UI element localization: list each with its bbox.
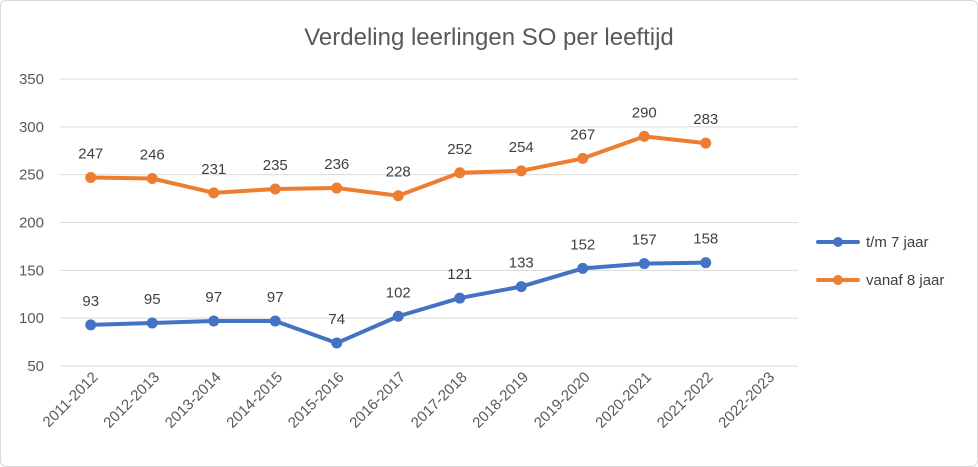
- data-label: 228: [386, 164, 411, 181]
- data-label: 267: [570, 126, 595, 143]
- data-point: [208, 315, 220, 327]
- data-point: [269, 315, 281, 327]
- legend: t/m 7 jaar vanaf 8 jaar: [816, 234, 944, 289]
- data-point: [331, 337, 343, 349]
- x-tick-label: 2017-2018: [408, 369, 471, 432]
- y-tick-label: 150: [19, 262, 44, 279]
- data-label: 133: [509, 255, 534, 272]
- data-label: 247: [78, 146, 103, 163]
- y-tick-label: 250: [19, 167, 44, 184]
- legend-label: t/m 7 jaar: [866, 234, 929, 251]
- series-line: [88, 260, 708, 346]
- data-point: [577, 152, 589, 164]
- data-point: [392, 190, 404, 202]
- chart-title: Verdeling leerlingen SO per leeftijd: [304, 24, 674, 51]
- x-tick-label: 2013-2014: [162, 369, 225, 432]
- data-label: 97: [267, 289, 284, 306]
- data-label: 290: [632, 104, 657, 121]
- data-point: [454, 167, 466, 179]
- data-label: 97: [205, 289, 222, 306]
- data-label: 231: [201, 161, 226, 178]
- data-point: [700, 137, 712, 149]
- data-point: [85, 319, 97, 331]
- x-tick-label: 2020-2021: [592, 369, 655, 432]
- data-label: 93: [82, 293, 99, 310]
- data-point: [700, 257, 712, 269]
- data-label: 158: [693, 231, 718, 248]
- data-label: 157: [632, 232, 657, 249]
- x-tick-label: 2018-2019: [469, 369, 532, 432]
- data-label: 235: [263, 157, 288, 174]
- y-tick-label: 200: [19, 215, 44, 232]
- x-tick-label: 2022-2023: [715, 369, 778, 432]
- data-point: [577, 262, 589, 274]
- data-label: 246: [140, 146, 165, 163]
- x-tick-label: 2014-2015: [223, 369, 286, 432]
- series-group: 93 95 97 97 74 102 121 133 152 157 158 247 246 231 235…: [78, 104, 718, 349]
- data-point: [269, 183, 281, 195]
- data-label: 102: [386, 284, 411, 301]
- data-label: 236: [324, 156, 349, 173]
- y-tick-label: 300: [19, 119, 44, 136]
- data-point: [454, 292, 466, 304]
- data-label: 152: [570, 236, 595, 253]
- data-point: [331, 182, 343, 194]
- data-label: 95: [144, 291, 161, 308]
- data-label: 121: [447, 266, 472, 283]
- data-label: 74: [328, 311, 345, 328]
- y-tick-label: 350: [19, 71, 44, 88]
- data-point: [515, 281, 527, 293]
- data-point: [638, 258, 650, 270]
- legend-label: vanaf 8 jaar: [866, 272, 944, 289]
- legend-marker: [833, 275, 843, 285]
- y-tick-label: 100: [19, 310, 44, 327]
- data-label: 254: [509, 139, 534, 156]
- legend-marker: [833, 237, 843, 247]
- x-tick-label: 2016-2017: [346, 369, 409, 432]
- data-point: [208, 187, 220, 199]
- data-point: [638, 130, 650, 142]
- y-tick-label: 50: [27, 358, 44, 375]
- x-tick-label: 2011-2012: [40, 369, 102, 431]
- x-tick-label: 2012-2013: [100, 369, 163, 432]
- data-point: [85, 172, 97, 184]
- data-label: 252: [447, 141, 472, 158]
- y-axis: 50 100 150 200 250 300 350: [19, 71, 44, 375]
- x-tick-label: 2019-2020: [531, 369, 594, 432]
- data-point: [515, 165, 527, 177]
- data-point: [146, 317, 158, 329]
- gridlines: [60, 78, 798, 367]
- x-tick-label: 2021-2022: [654, 369, 717, 432]
- data-point: [392, 310, 404, 322]
- data-label: 283: [693, 111, 718, 128]
- x-axis: 2011-20122012-20132013-20142014-20152015…: [40, 369, 778, 432]
- data-point: [146, 172, 158, 184]
- x-tick-label: 2015-2016: [285, 369, 348, 432]
